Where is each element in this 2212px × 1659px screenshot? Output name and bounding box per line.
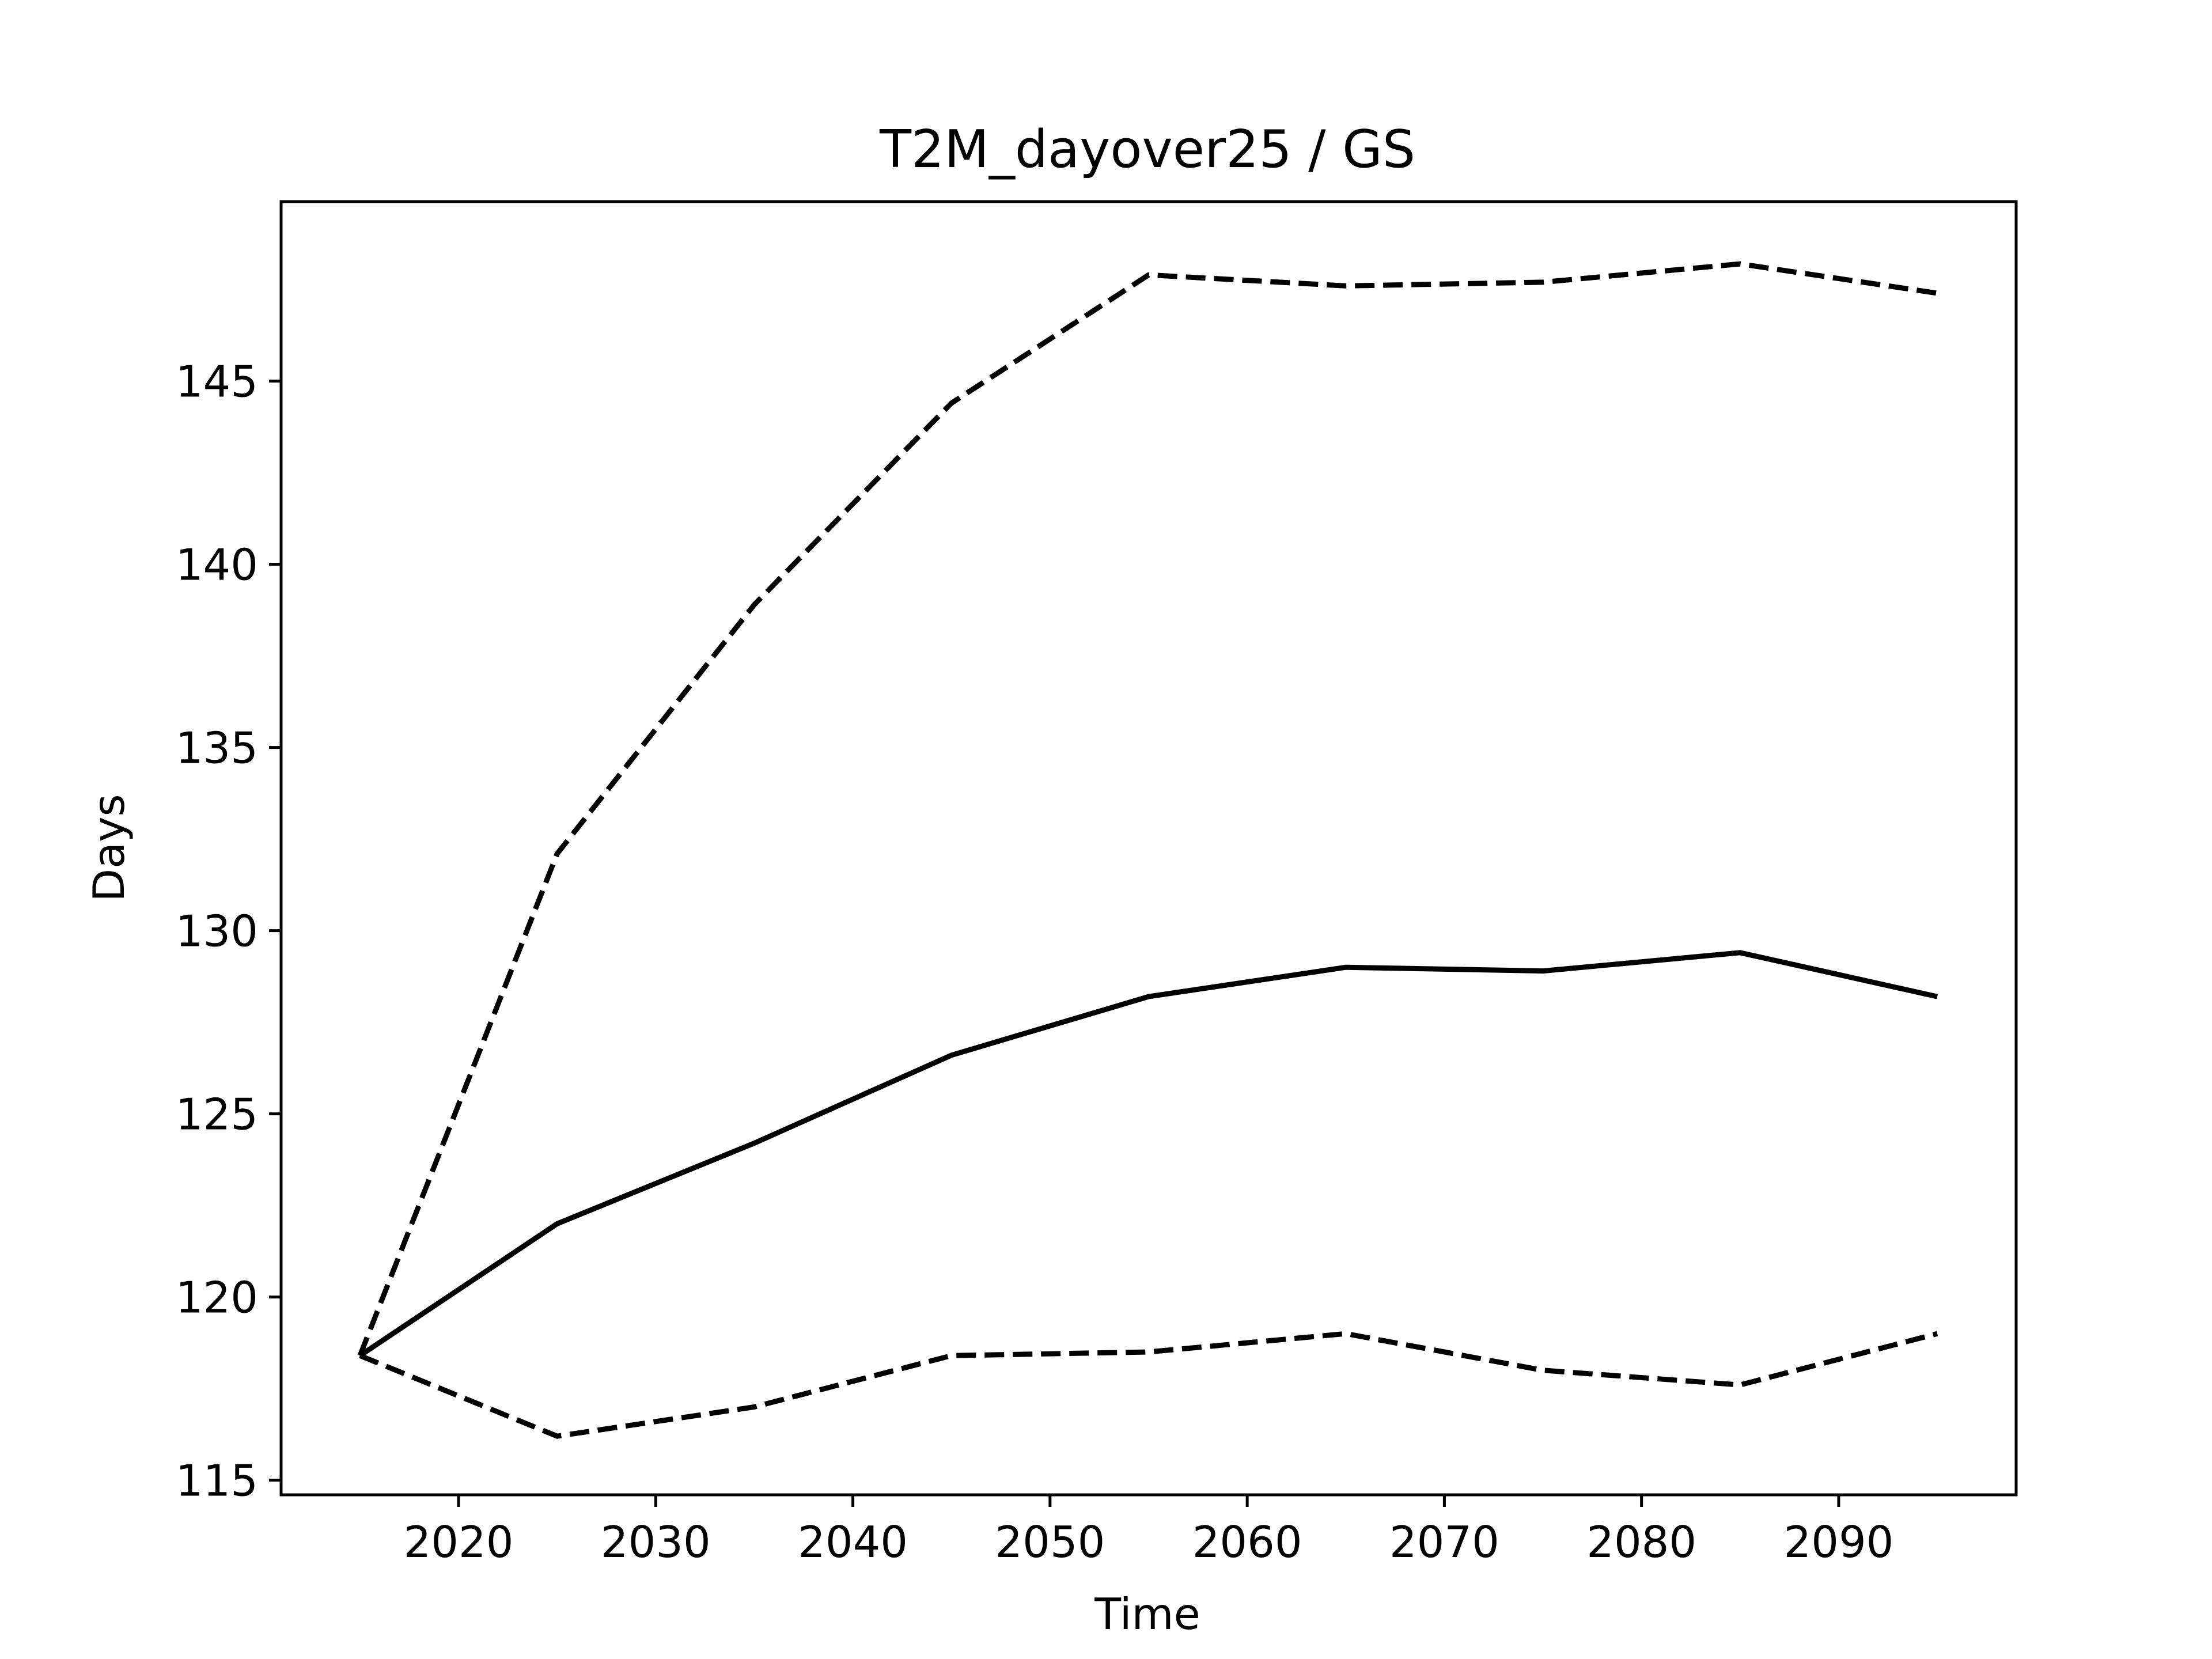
series-line-2 [358,950,1938,1358]
y-tick-label: 140 [176,540,258,590]
plot-frame [279,200,2018,1497]
x-tick-label: 2070 [1389,1517,1499,1567]
x-tick-label: 2080 [1586,1517,1696,1567]
x-tick-label: 2060 [1192,1517,1302,1567]
series-layer [357,261,1938,1439]
x-tick-label: 2020 [404,1517,514,1567]
ticks-layer: 2020 2030 2040 2050 2060 2070 2080 2090 115 120 12… [176,357,1894,1567]
x-tick-label: 2090 [1784,1517,1894,1567]
x-tick-label: 2050 [995,1517,1105,1567]
x-axis-label: Time [1094,1589,1200,1639]
chart-title: T2M_dayover25 / GS [879,119,1415,180]
x-tick-label: 2040 [798,1517,908,1567]
y-tick-label: 130 [176,906,258,957]
y-tick-label: 135 [176,723,258,774]
y-tick-label: 125 [176,1089,258,1140]
y-axis-label: Days [84,794,134,902]
y-tick-label: 145 [176,357,258,407]
y-tick-label: 115 [176,1456,258,1506]
series-line-1 [357,261,1938,1357]
x-tick-label: 2030 [601,1517,711,1567]
series-line-3 [359,1331,1938,1439]
y-tick-label: 120 [176,1272,258,1323]
